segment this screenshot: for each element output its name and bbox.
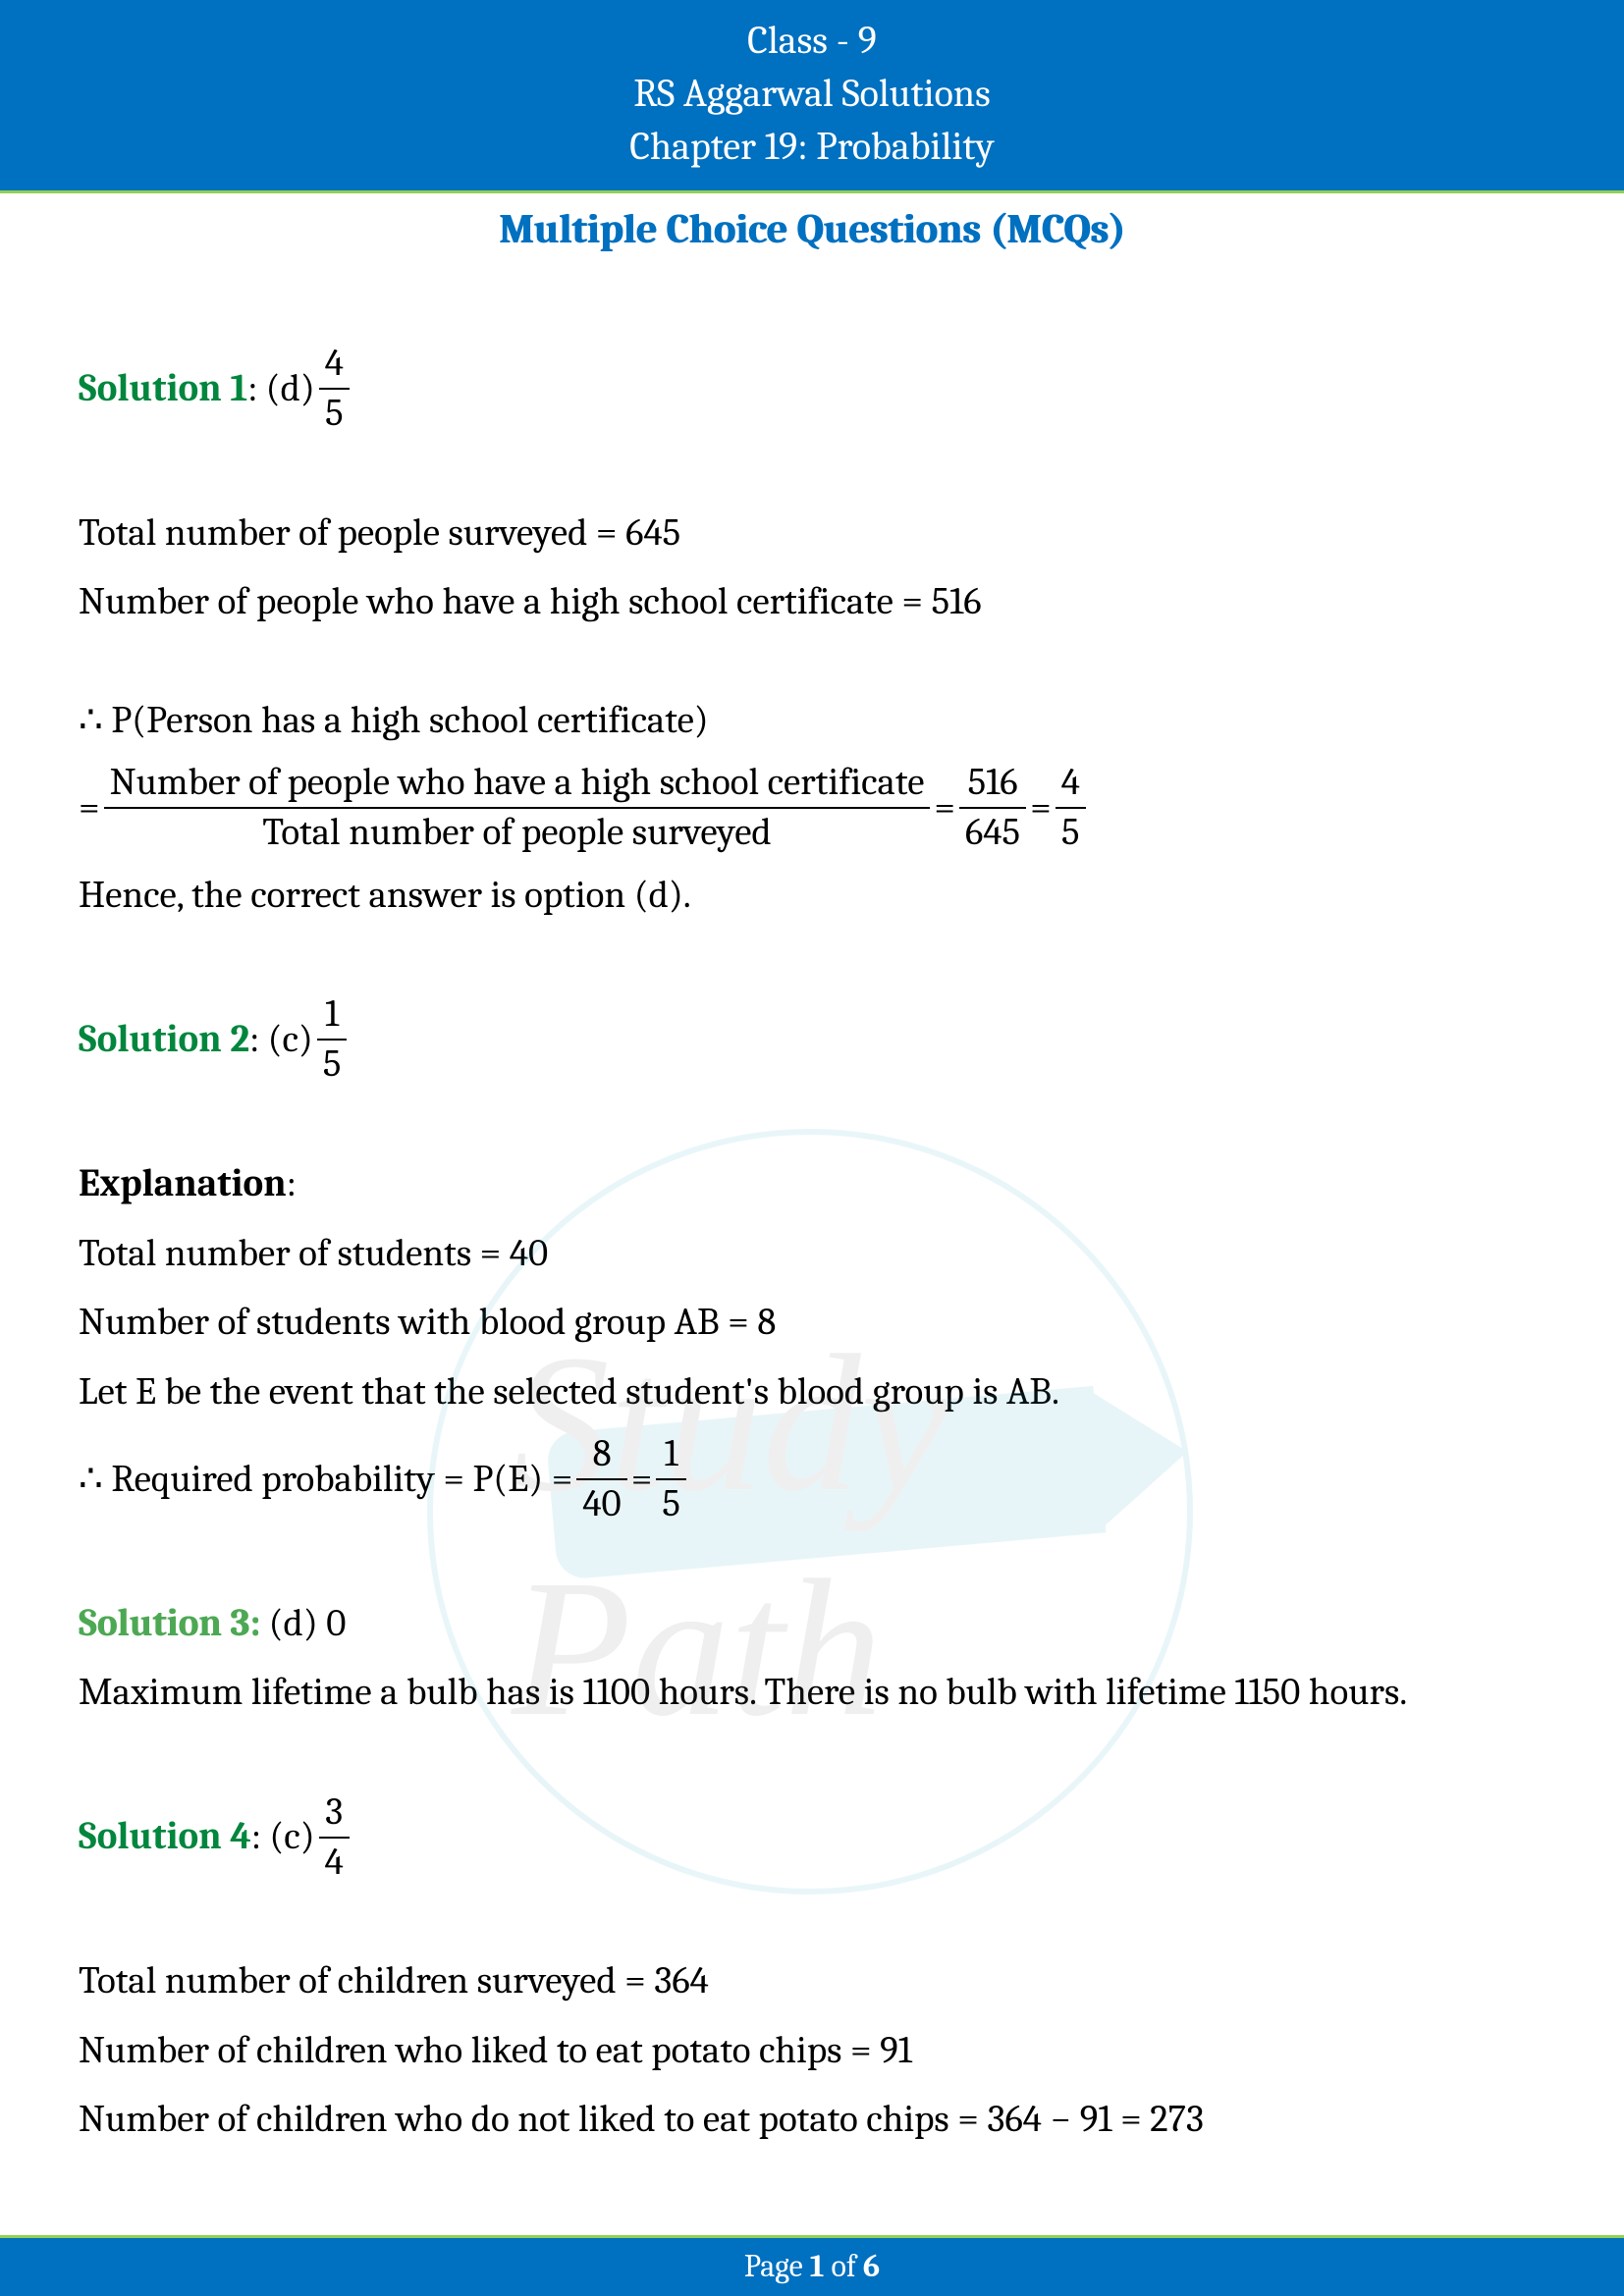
s1-conclusion: Hence, the correct answer is option (d). xyxy=(79,867,1545,925)
header-book: RS Aggarwal Solutions xyxy=(0,67,1624,120)
solution-3: Solution 3: (d) 0 Maximum lifetime a bul… xyxy=(79,1595,1545,1722)
solution-1-label: Solution 1 xyxy=(79,360,247,418)
answer-fraction: 4 5 xyxy=(319,342,350,436)
s3-line1: Maximum lifetime a bulb has is 1100 hour… xyxy=(79,1664,1545,1722)
solution-3-label: Solution 3: xyxy=(79,1601,260,1645)
s4-line2: Number of children who liked to eat pota… xyxy=(79,2022,1545,2080)
s2-equation: ∴ Required probability = P(E) = 8 40 = 1… xyxy=(79,1432,1545,1526)
page-subtitle: Multiple Choice Questions (MCQs) xyxy=(0,205,1624,253)
solution-2-answer: Solution 2 : (c) 1 5 xyxy=(79,992,1545,1087)
solution-4: Solution 4 : (c) 3 4 Total number of chi… xyxy=(79,1790,1545,2149)
page-footer: Page 1 of 6 xyxy=(0,2235,1624,2296)
s1-equation: = Number of people who have a high schoo… xyxy=(79,761,1545,855)
s2-line3: Let E be the event that the selected stu… xyxy=(79,1363,1545,1421)
answer-prefix: : (d) xyxy=(247,360,315,418)
s1-line2: Number of people who have a high school … xyxy=(79,573,1545,631)
s2-line1: Total number of students = 40 xyxy=(79,1225,1545,1283)
s4-line3: Number of children who do not liked to e… xyxy=(79,2091,1545,2149)
page-current: 1 xyxy=(810,2248,825,2284)
solution-3-answer: Solution 3: (d) 0 xyxy=(79,1595,1545,1653)
solution-4-answer: Solution 4 : (c) 3 4 xyxy=(79,1790,1545,1885)
solution-2: Solution 2 : (c) 1 5 Explanation: Total … xyxy=(79,992,1545,1525)
s2-explanation-label: Explanation: xyxy=(79,1155,1545,1213)
page-header: Class - 9 RS Aggarwal Solutions Chapter … xyxy=(0,0,1624,193)
s1-line3: ∴ P(Person has a high school certificate… xyxy=(79,692,1545,750)
page-total: 6 xyxy=(863,2248,880,2284)
header-chapter: Chapter 19: Probability xyxy=(0,120,1624,173)
s4-line1: Total number of children surveyed = 364 xyxy=(79,1952,1545,2010)
solution-1: Solution 1 : (d) 4 5 Total number of peo… xyxy=(79,342,1545,924)
solution-4-label: Solution 4 xyxy=(79,1808,251,1866)
solution-2-label: Solution 2 xyxy=(79,1011,249,1069)
solution-1-answer: Solution 1 : (d) 4 5 xyxy=(79,342,1545,436)
header-class: Class - 9 xyxy=(0,14,1624,67)
s2-line2: Number of students with blood group AB =… xyxy=(79,1294,1545,1352)
content-area: Solution 1 : (d) 4 5 Total number of peo… xyxy=(0,253,1624,2149)
s1-line1: Total number of people surveyed = 645 xyxy=(79,505,1545,562)
